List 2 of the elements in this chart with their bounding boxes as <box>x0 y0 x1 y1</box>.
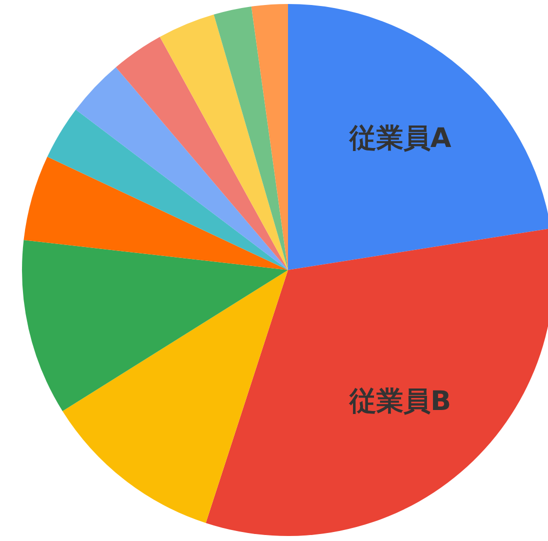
slice-label: 従業員A <box>348 123 452 154</box>
slice-label: 従業員B <box>348 386 452 417</box>
